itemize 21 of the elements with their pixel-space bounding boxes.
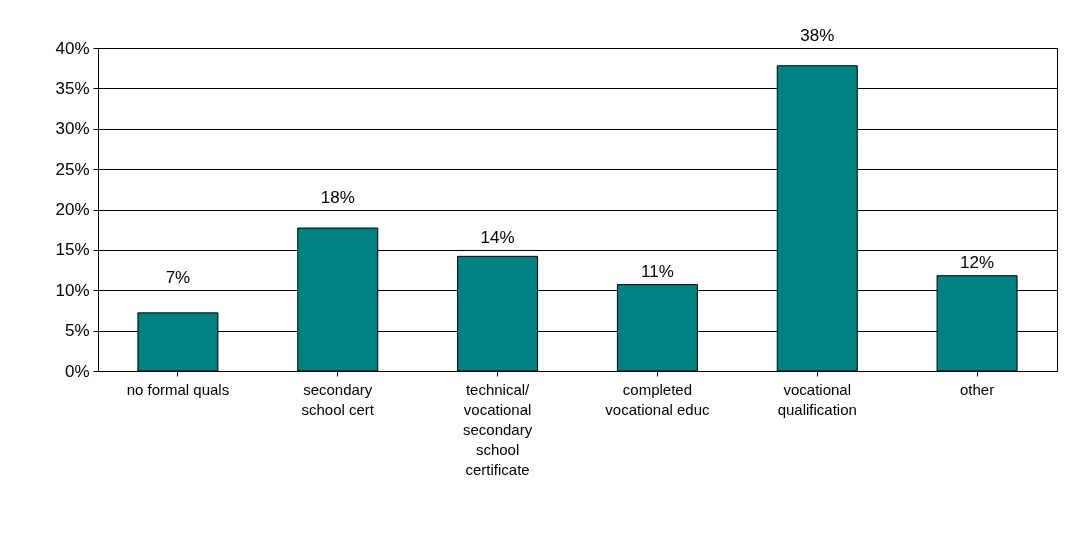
data-label: 12% bbox=[960, 252, 995, 272]
y-tick-label: 5% bbox=[64, 321, 90, 341]
data-label: 38% bbox=[800, 26, 835, 45]
y-tick-label: 35% bbox=[55, 78, 90, 98]
y-tick-label: 25% bbox=[55, 159, 90, 179]
data-label: 11% bbox=[641, 261, 674, 281]
y-tick-label: 40% bbox=[55, 38, 90, 58]
data-label: 18% bbox=[320, 187, 355, 207]
x-tick-label: technical/ vocational secondary school certificate bbox=[462, 380, 533, 478]
x-tick-label: no formal quals bbox=[126, 380, 230, 398]
y-tick-label: 20% bbox=[55, 200, 90, 219]
data-label: 7% bbox=[165, 268, 191, 288]
y-tick-label: 15% bbox=[55, 240, 90, 260]
y-tick-label: 0% bbox=[64, 361, 90, 381]
x-tick-label: completed vocational educ bbox=[605, 380, 711, 418]
y-tick-label: 30% bbox=[55, 119, 90, 139]
x-tick-label: vocational qualification bbox=[777, 380, 857, 418]
y-tick-label: 10% bbox=[55, 280, 90, 300]
x-tick-label: secondary school cert bbox=[301, 380, 375, 418]
data-label: 14% bbox=[480, 227, 515, 247]
x-tick-label: other bbox=[959, 380, 995, 398]
